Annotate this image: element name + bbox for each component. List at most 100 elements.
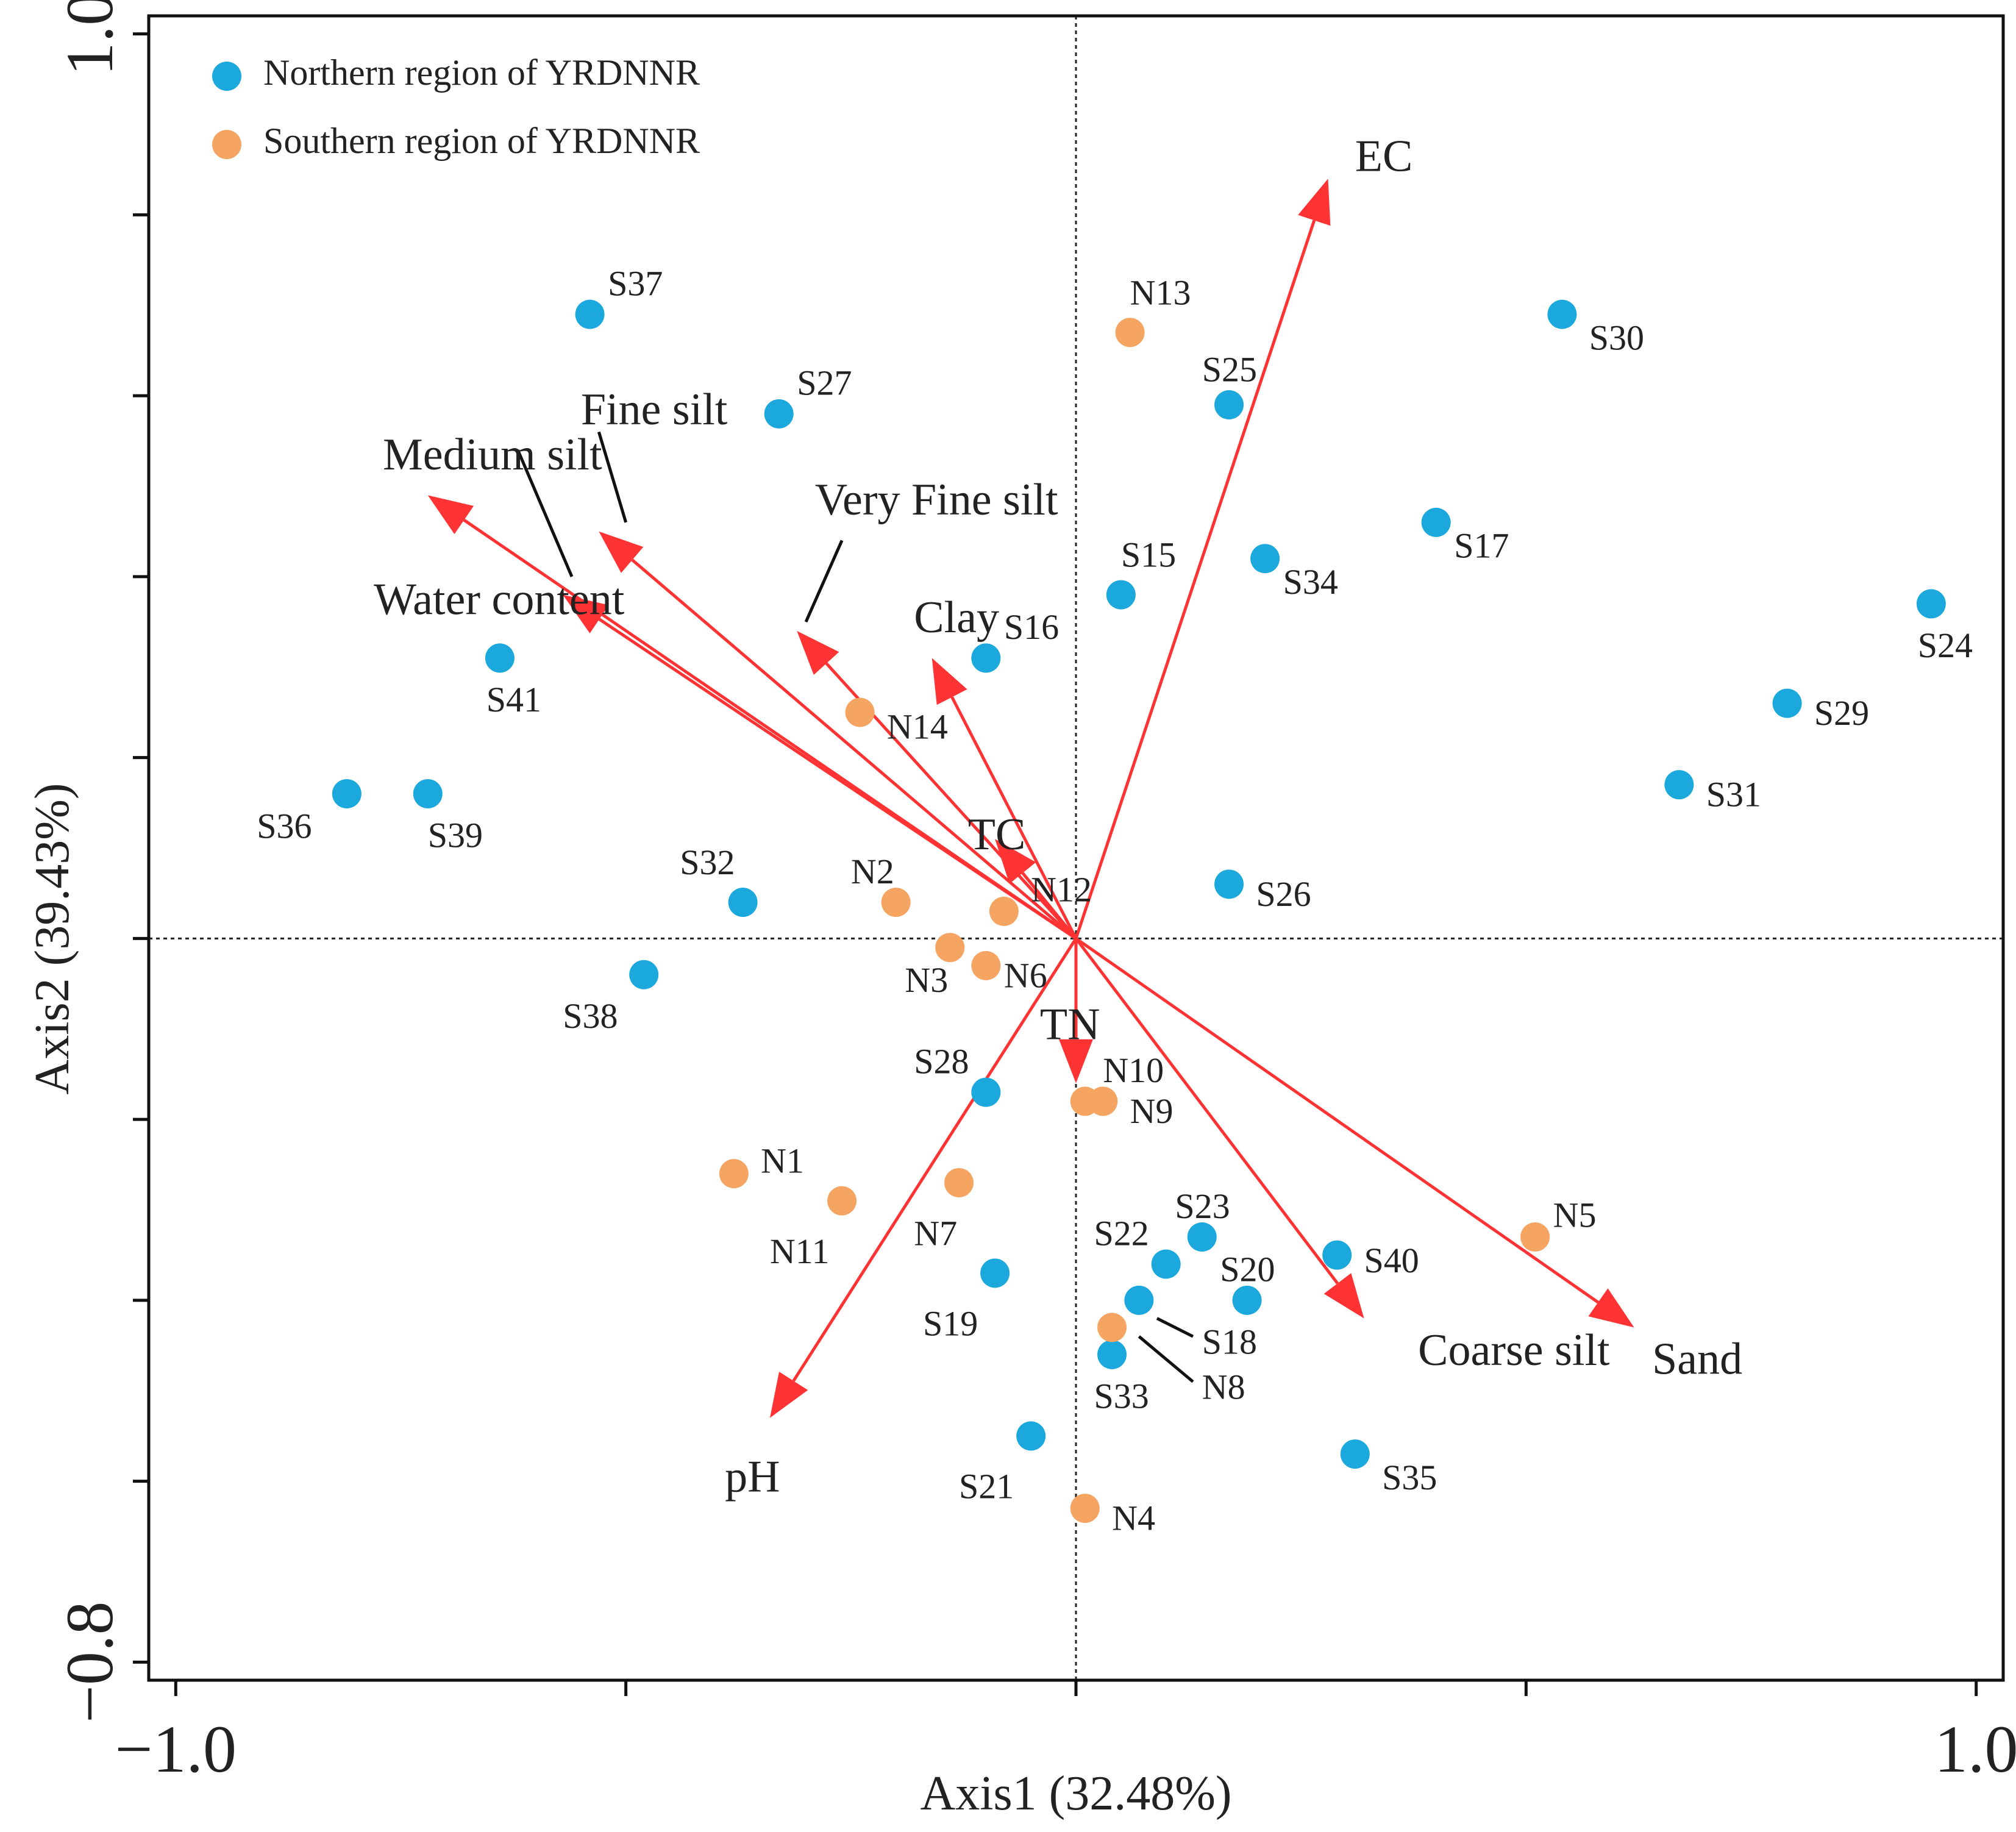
- y-axis-label: Axis2 (39.43%): [26, 783, 79, 1094]
- vector-shaft: [792, 938, 1078, 1382]
- point-n14: [845, 697, 875, 727]
- legend-label: Northern region of YRDNNR: [263, 52, 700, 93]
- point-label-s16: S16: [1004, 607, 1059, 647]
- point-n12: [989, 896, 1019, 926]
- point-s35: [1340, 1439, 1370, 1469]
- point-s33: [1097, 1339, 1127, 1369]
- vector-label-ph: pH: [725, 1452, 780, 1502]
- legend-marker: [212, 130, 241, 159]
- vector-sand: [1075, 937, 1634, 1328]
- point-n7: [944, 1167, 974, 1197]
- point-label-n9: N9: [1130, 1091, 1174, 1131]
- point-label-s21: S21: [959, 1467, 1014, 1506]
- point-label-n2: N2: [851, 852, 894, 891]
- point-label-n4: N4: [1112, 1499, 1155, 1538]
- vector-water-content: [563, 594, 1077, 940]
- point-n9: [1088, 1086, 1118, 1116]
- point-n8: [1097, 1313, 1127, 1342]
- arrowhead: [769, 1371, 808, 1418]
- point-label-n5: N5: [1553, 1196, 1597, 1235]
- point-label-n11: N11: [770, 1231, 830, 1271]
- point-label-s40: S40: [1364, 1241, 1419, 1280]
- point-n5: [1520, 1222, 1550, 1252]
- point-s32: [728, 888, 758, 918]
- point-label-n12: N12: [1031, 869, 1092, 909]
- point-label-s36: S36: [257, 807, 312, 846]
- point-n3: [935, 933, 965, 963]
- vector-label-coarse-silt: Coarse silt: [1418, 1325, 1610, 1375]
- x-tick-label: −1.0: [115, 1712, 237, 1786]
- point-s18: [1124, 1285, 1154, 1315]
- point-n11: [827, 1186, 857, 1216]
- point-s39: [413, 779, 443, 808]
- arrowhead: [1323, 1273, 1364, 1319]
- point-label-n10: N10: [1103, 1050, 1164, 1090]
- legend-marker: [212, 62, 241, 91]
- point-s29: [1772, 688, 1802, 718]
- vector-ph: [769, 938, 1078, 1418]
- point-n2: [881, 888, 911, 918]
- reference-lines: [149, 16, 2003, 1680]
- point-label-s26: S26: [1256, 874, 1311, 914]
- point-label-s35: S35: [1382, 1458, 1437, 1497]
- point-label-s20: S20: [1220, 1250, 1275, 1289]
- point-label-s28: S28: [914, 1041, 969, 1081]
- vector-shaft: [1075, 937, 1339, 1285]
- point-label-s31: S31: [1706, 775, 1761, 814]
- point-label-s18: S18: [1202, 1322, 1257, 1361]
- legend-label: Southern region of YRDNNR: [263, 121, 700, 161]
- vector-coarse-silt: [1075, 937, 1364, 1319]
- point-label-n14: N14: [887, 707, 948, 746]
- point-label-s22: S22: [1094, 1213, 1149, 1253]
- point-s23: [1187, 1222, 1217, 1252]
- legend: Northern region of YRDNNR Southern region…: [212, 52, 700, 161]
- point-s25: [1214, 390, 1244, 419]
- vector-clay: [931, 658, 1078, 939]
- point-n13: [1115, 318, 1145, 348]
- leader-lines: [516, 431, 1194, 1383]
- point-label-s17: S17: [1454, 526, 1509, 566]
- point-s15: [1106, 580, 1136, 610]
- point-n4: [1070, 1494, 1100, 1524]
- vector-label-very-fine-silt: Very Fine silt: [815, 475, 1058, 525]
- y-tick-label: −0.8: [52, 1602, 127, 1723]
- point-s41: [485, 643, 515, 673]
- x-axis-label: Axis1 (32.48%): [920, 1767, 1231, 1820]
- vector-ec: [1074, 179, 1331, 939]
- point-s19: [980, 1258, 1010, 1288]
- point-label-s34: S34: [1283, 562, 1338, 602]
- point-label-n3: N3: [905, 960, 948, 1000]
- arrowhead: [931, 658, 967, 705]
- arrowhead: [1298, 179, 1331, 226]
- leader-line-4: [1138, 1335, 1194, 1383]
- vector-label-water-content: Water content: [374, 574, 625, 624]
- vector-label-fine-silt: Fine silt: [581, 385, 728, 435]
- vector-label-tc: TC: [968, 810, 1026, 860]
- vector-fine-silt: [599, 531, 1077, 940]
- data-points: [332, 299, 1946, 1524]
- leader-line-1: [597, 431, 628, 523]
- vector-tn: [1059, 938, 1093, 1083]
- point-s38: [629, 960, 659, 989]
- point-n1: [719, 1159, 749, 1189]
- vector-shaft: [631, 558, 1077, 940]
- legend-entry: Northern region of YRDNNR: [212, 52, 700, 93]
- point-n6: [971, 950, 1001, 980]
- point-label-s29: S29: [1814, 693, 1869, 733]
- leader-line-2: [804, 540, 844, 623]
- vector-arrows: [427, 179, 1634, 1418]
- x-axis: −1.0 1.0: [115, 1680, 2016, 1786]
- arrowhead: [1588, 1288, 1634, 1328]
- point-s27: [764, 399, 794, 429]
- vector-label-tn: TN: [1040, 1000, 1100, 1050]
- y-tick-label: 1.0: [52, 0, 127, 76]
- point-s28: [971, 1077, 1001, 1107]
- point-s24: [1916, 589, 1946, 619]
- point-s31: [1664, 770, 1694, 800]
- arrowhead: [797, 630, 839, 675]
- legend-entry: Southern region of YRDNNR: [212, 121, 700, 161]
- arrowhead: [1059, 1039, 1093, 1083]
- point-s37: [575, 299, 605, 329]
